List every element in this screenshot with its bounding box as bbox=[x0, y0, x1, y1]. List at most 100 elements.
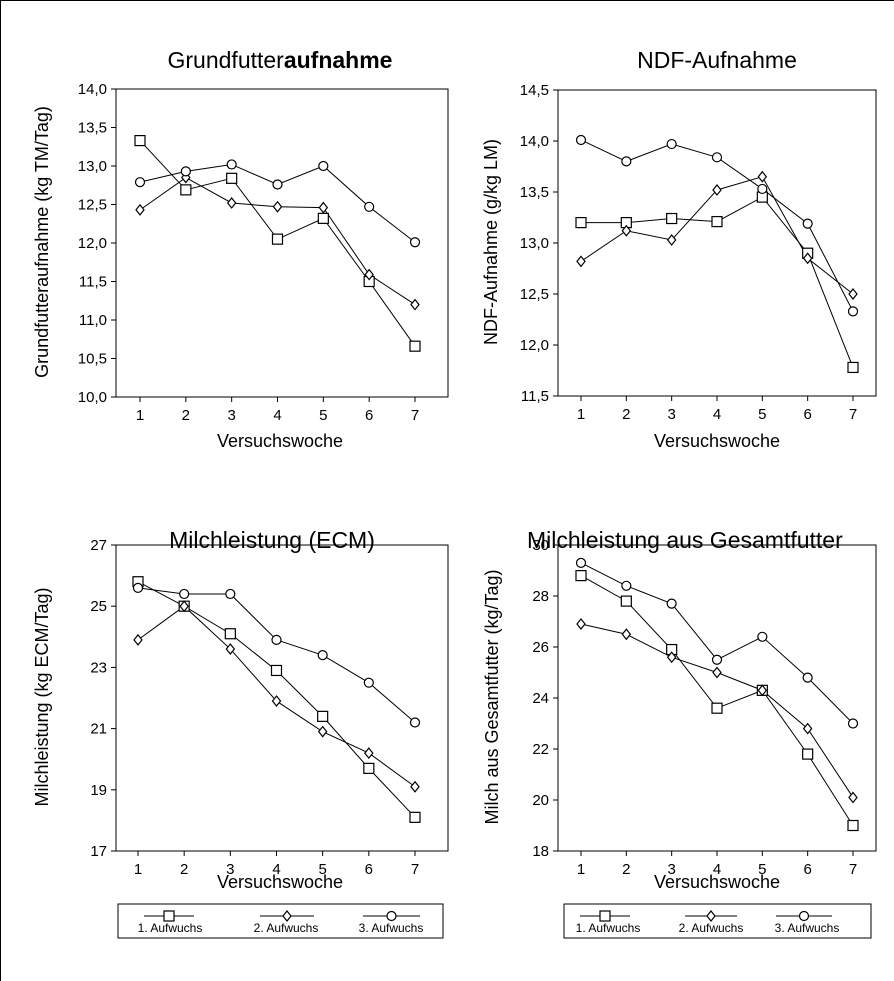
data-point-square bbox=[620, 595, 632, 607]
data-point-circle bbox=[711, 654, 723, 665]
legend-label: 3. Aufwuchs bbox=[359, 921, 424, 935]
y-tick-label: 26 bbox=[532, 639, 549, 656]
legend-marker-square bbox=[599, 910, 611, 922]
legend: 1. Aufwuchs 2. Aufwuchs 3. Aufwuchs bbox=[117, 903, 444, 939]
x-axis-label: Versuchswoche bbox=[217, 431, 343, 451]
y-tick-label: 20 bbox=[532, 792, 549, 809]
data-point-square bbox=[711, 215, 723, 228]
y-tick-label: 28 bbox=[532, 588, 549, 605]
chart-milchleistung-gesamtfutter: Milchleistung aus Gesamtfutter Milch aus… bbox=[482, 527, 877, 892]
x-axis-label: Versuchswoche bbox=[654, 872, 780, 892]
y-tick-label: 13,0 bbox=[520, 235, 549, 252]
data-point-circle bbox=[226, 159, 237, 170]
x-tick-label: 7 bbox=[849, 861, 857, 878]
legend-marker-circle bbox=[798, 910, 810, 922]
y-axis-label: Milchleistung (kg ECM/Tag) bbox=[32, 587, 52, 806]
legend-label: 3. Aufwuchs bbox=[775, 921, 840, 935]
data-point-diamond bbox=[666, 651, 677, 664]
plot-area: 10,0 10,5 11,0 11,5 12,0 12,5 13,0 13,5 14,0 1 2 3 4… bbox=[78, 81, 449, 424]
data-point-square bbox=[270, 664, 283, 677]
chart-milchleistung-ecm: Milchleistung (ECM) Milchleistung (kg EC… bbox=[32, 527, 449, 892]
y-tick-label: 19 bbox=[90, 782, 107, 799]
data-point-diamond bbox=[757, 684, 768, 697]
data-point-circle bbox=[575, 134, 587, 146]
legend-label: 1. Aufwuchs bbox=[138, 921, 203, 935]
data-point-square bbox=[711, 702, 723, 714]
data-point-square bbox=[666, 212, 678, 225]
x-tick-label: 6 bbox=[365, 861, 373, 878]
x-tick-label: 6 bbox=[803, 406, 811, 423]
legend-marker-circle bbox=[386, 910, 397, 922]
x-tick-label: 1 bbox=[577, 861, 585, 878]
series-line-1 bbox=[580, 575, 854, 826]
data-point-circle bbox=[757, 183, 768, 195]
data-point-diamond bbox=[576, 255, 586, 268]
y-tick-label: 13,5 bbox=[520, 184, 549, 201]
data-point-circle bbox=[666, 598, 677, 609]
data-point-circle bbox=[621, 156, 632, 167]
y-tick-label: 11,5 bbox=[79, 274, 107, 291]
y-axis-label: Milch aus Gesamtfutter (kg/Tag) bbox=[482, 569, 502, 824]
data-point-square bbox=[317, 710, 329, 722]
data-point-circle bbox=[272, 179, 283, 190]
chart-ndf-aufnahme: NDF-Aufnahme NDF-Aufnahme (g/kg LM) Vers… bbox=[481, 47, 877, 451]
y-tick-label: 25 bbox=[90, 598, 107, 615]
x-tick-label: 7 bbox=[411, 407, 419, 424]
data-point-square bbox=[180, 184, 192, 196]
chart-title: Grundfutteraufnahme bbox=[168, 47, 393, 73]
y-tick-label: 11,5 bbox=[521, 388, 549, 405]
x-tick-label: 4 bbox=[273, 407, 281, 424]
x-tick-label: 2 bbox=[622, 406, 630, 423]
data-point-diamond bbox=[410, 780, 420, 793]
data-point-circle bbox=[711, 152, 723, 163]
data-point-circle bbox=[621, 580, 632, 591]
y-tick-label: 24 bbox=[532, 690, 549, 707]
y-tick-label: 10,0 bbox=[78, 389, 107, 406]
y-tick-label: 12,5 bbox=[78, 197, 107, 214]
x-tick-label: 5 bbox=[319, 407, 327, 424]
data-point-diamond bbox=[317, 725, 328, 738]
legend-label: 2. Aufwuchs bbox=[679, 921, 744, 935]
data-point-diamond bbox=[666, 233, 677, 246]
y-tick-label: 14,5 bbox=[520, 82, 549, 99]
data-point-square bbox=[271, 233, 284, 245]
y-tick-label: 18 bbox=[532, 843, 549, 860]
x-tick-label: 1 bbox=[577, 406, 585, 423]
y-tick-label: 22 bbox=[532, 741, 549, 758]
chart-title: Milchleistung aus Gesamtfutter bbox=[527, 527, 843, 553]
data-point-diamond bbox=[576, 618, 586, 631]
x-axis-label: Versuchswoche bbox=[654, 431, 780, 451]
data-point-diamond bbox=[364, 747, 374, 760]
x-tick-label: 5 bbox=[318, 861, 326, 878]
data-point-diamond bbox=[364, 268, 374, 281]
y-tick-label: 27 bbox=[90, 537, 107, 554]
x-tick-label: 5 bbox=[758, 406, 766, 423]
x-tick-label: 2 bbox=[182, 407, 190, 424]
data-point-diamond bbox=[848, 791, 858, 804]
y-tick-label: 10,5 bbox=[78, 351, 107, 368]
data-point-square bbox=[847, 361, 859, 374]
data-point-square bbox=[575, 217, 587, 229]
data-point-circle bbox=[180, 166, 191, 177]
data-point-circle bbox=[318, 160, 329, 172]
data-point-circle bbox=[134, 177, 146, 188]
data-point-circle bbox=[666, 138, 677, 150]
x-tick-label: 3 bbox=[227, 407, 235, 424]
y-tick-label: 23 bbox=[90, 659, 107, 676]
legend: 1. Aufwuchs 2. Aufwuchs 3. Aufwuchs bbox=[563, 903, 872, 939]
data-point-diamond bbox=[272, 200, 283, 213]
chart-title: Milchleistung (ECM) bbox=[169, 527, 375, 553]
y-tick-label: 14,0 bbox=[520, 133, 549, 150]
x-tick-label: 5 bbox=[758, 861, 766, 878]
data-point-square bbox=[575, 569, 587, 582]
data-point-circle bbox=[409, 717, 421, 728]
x-tick-label: 4 bbox=[272, 861, 280, 878]
chart-title: NDF-Aufnahme bbox=[637, 47, 797, 73]
x-tick-label: 4 bbox=[713, 861, 721, 878]
y-tick-label: 12,5 bbox=[520, 286, 549, 303]
data-point-square bbox=[847, 819, 859, 832]
y-tick-label: 13,5 bbox=[78, 120, 107, 137]
data-point-diamond bbox=[802, 252, 813, 265]
data-point-circle bbox=[847, 306, 859, 317]
